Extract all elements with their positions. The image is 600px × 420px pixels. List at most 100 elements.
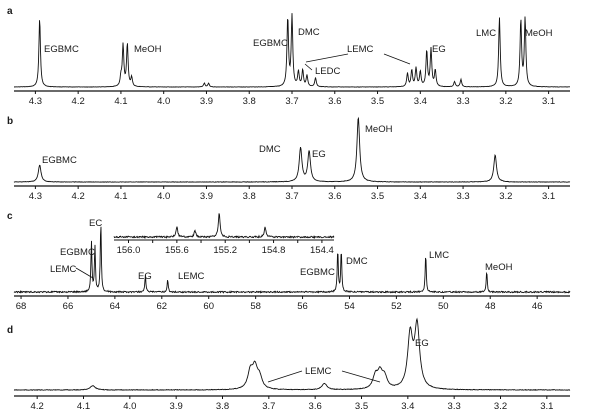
inset-tick-label: 154.4 (310, 245, 334, 256)
leader-c-lemc (75, 267, 94, 279)
panel-b-tick-label: 3.8 (243, 191, 256, 202)
panel-c-inset: 156.0 155.6 155.2 154.8 154.4 (113, 213, 335, 256)
panel-d-spectrum (13, 317, 571, 391)
panel-b-tick-label: 3.7 (285, 191, 298, 202)
peak-label-c-3: EG (138, 271, 152, 282)
panel-d-peak-labels: LEMC EG (305, 338, 429, 377)
panel-a-tick-label: 3.9 (200, 96, 213, 107)
panel-c-spectrum (13, 226, 571, 294)
panel-d-tick-label: 4.1 (77, 401, 90, 412)
peak-label-a-1: MeOH (134, 44, 162, 55)
peak-label-a-2: EGBMC (253, 38, 288, 49)
panel-d-tick-label: 3.7 (262, 401, 275, 412)
panel-c-tick-label: 48 (485, 301, 496, 312)
panel-c-leaders (75, 267, 94, 279)
inset-tick-label: 156.0 (117, 245, 141, 256)
panel-a-peak-labels: EGBMC MeOH EGBMC DMC LEDC LEMC EG LMC Me… (44, 27, 553, 77)
peak-label-a-7: LMC (476, 28, 496, 39)
peak-label-c-2: LEMC (50, 264, 77, 275)
panel-d-tick-label: 3.4 (401, 401, 414, 412)
panel-d-tick-label: 3.8 (216, 401, 229, 412)
panel-c-tick-label: 54 (344, 301, 355, 312)
panel-b-tick-label: 4.1 (114, 191, 127, 202)
panel-a-tick-label: 4.2 (72, 96, 85, 107)
panel-c-ticks: 68 66 64 62 60 58 56 54 52 50 48 46 (16, 296, 543, 312)
panel-a-spectrum (14, 13, 570, 88)
peak-label-a-0: EGBMC (44, 44, 79, 55)
panel-c-tick-label: 46 (532, 301, 543, 312)
panel-d-tick-label: 3.2 (494, 401, 507, 412)
panel-c-tick-label: 50 (438, 301, 449, 312)
panel-c-tick-label: 62 (157, 301, 168, 312)
inset-tick-label: 155.2 (213, 245, 237, 256)
leader-a-ledc (304, 63, 313, 71)
panel-b-ticks: 4.3 4.2 4.1 4.0 3.9 3.8 3.7 3.6 3.5 3.4 3.3 3.2 3.1 (29, 186, 555, 202)
panel-b-spectrum (13, 116, 571, 183)
peak-label-b-2: EG (312, 149, 326, 160)
peak-label-a-4: LEDC (315, 66, 340, 77)
peak-label-c-8: MeOH (485, 262, 513, 273)
panel-b-tick-label: 4.0 (157, 191, 170, 202)
panel-a-tick-label: 3.1 (542, 96, 555, 107)
leader-d-lemc-right (341, 370, 381, 383)
panel-c-tick-label: 66 (63, 301, 74, 312)
panel-a-tick-label: 4.1 (114, 96, 127, 107)
peak-label-c-4: LEMC (178, 271, 205, 282)
panel-c-tick-label: 64 (110, 301, 121, 312)
inset-tick-label: 154.8 (262, 245, 286, 256)
panel-d-tick-label: 3.6 (309, 401, 322, 412)
panel-c: c 68 66 64 62 60 58 56 54 52 50 48 46 156.0 155.6 155… (7, 211, 571, 312)
panel-b-tick-label: 4.3 (29, 191, 42, 202)
peak-label-d-1: EG (415, 338, 429, 349)
peak-label-c-7: LMC (429, 250, 449, 261)
peak-label-b-1: DMC (259, 144, 281, 155)
panel-b-tick-label: 3.5 (371, 191, 384, 202)
panel-d-leaders (267, 370, 381, 383)
panel-a-tick-label: 3.7 (285, 96, 298, 107)
panel-d-ticks: 4.2 4.1 4.0 3.9 3.8 3.7 3.6 3.5 3.4 3.3 3.2 3.1 (31, 396, 553, 412)
panel-b-tick-label: 3.9 (200, 191, 213, 202)
panel-c-tick-label: 56 (297, 301, 308, 312)
peak-label-c-5: EGBMC (300, 267, 335, 278)
panel-b-letter: b (7, 116, 13, 127)
panel-a-tick-label: 4.0 (157, 96, 170, 107)
panel-b-tick-label: 4.2 (72, 191, 85, 202)
leader-a-lemc-left (305, 53, 349, 63)
peak-label-c-0: EC (89, 218, 102, 229)
panel-c-peak-labels: EC EGBMC LEMC EG LEMC EGBMC DMC LMC MeOH (50, 218, 513, 282)
panel-c-letter: c (7, 211, 13, 222)
inset-ticks: 156.0 155.6 155.2 154.8 154.4 (117, 240, 334, 256)
panel-a-tick-label: 3.6 (328, 96, 341, 107)
peak-label-c-6: DMC (346, 256, 368, 267)
panel-d-tick-label: 3.9 (170, 401, 183, 412)
panel-b-peak-labels: EGBMC DMC EG MeOH (42, 124, 393, 166)
panel-d-tick-label: 4.2 (31, 401, 44, 412)
panel-b-tick-label: 3.1 (542, 191, 555, 202)
peak-label-b-0: EGBMC (42, 155, 77, 166)
panel-d: d 4.2 4.1 4.0 3.9 3.8 3.7 3.6 3.5 3.4 3.3 3.2 3.1 L… (7, 317, 571, 412)
panel-a-leaders (304, 53, 411, 71)
panel-d-letter: d (7, 325, 13, 336)
panel-c-tick-label: 68 (16, 301, 27, 312)
panel-b-tick-label: 3.6 (328, 191, 341, 202)
panel-d-tick-label: 3.5 (355, 401, 368, 412)
peak-label-b-3: MeOH (365, 124, 393, 135)
peak-label-c-1: EGBMC (60, 247, 95, 258)
panel-d-tick-label: 4.0 (123, 401, 136, 412)
peak-label-a-8: MeOH (525, 28, 553, 39)
inset-tick-label: 155.6 (165, 245, 189, 256)
panel-b: b 4.3 4.2 4.1 4.0 3.9 3.8 3.7 3.6 3.5 3.4 3.3 3.2 3.… (7, 116, 571, 202)
leader-d-lemc-left (267, 370, 303, 383)
panel-c-tick-label: 52 (391, 301, 402, 312)
panel-a-ticks: 4.3 4.2 4.1 4.0 3.9 3.8 3.7 3.6 3.5 3.4 3.3 3.2 3.1 (29, 91, 555, 107)
leader-a-lemc-right (383, 53, 411, 65)
panel-b-tick-label: 3.4 (414, 191, 427, 202)
panel-a-tick-label: 3.2 (499, 96, 512, 107)
panel-c-tick-label: 58 (250, 301, 261, 312)
panel-b-tick-label: 3.3 (456, 191, 469, 202)
panel-a-tick-label: 3.3 (456, 96, 469, 107)
panel-c-tick-label: 60 (203, 301, 214, 312)
panel-d-tick-label: 3.3 (448, 401, 461, 412)
